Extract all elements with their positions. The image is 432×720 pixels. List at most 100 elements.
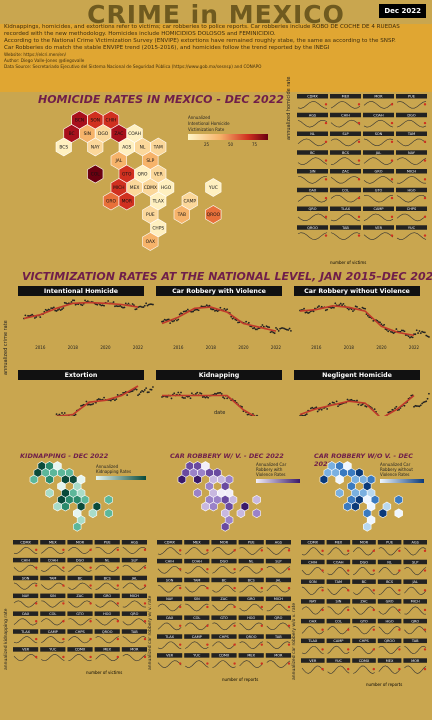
series-line <box>185 547 209 555</box>
data-point <box>226 308 229 311</box>
panel-strip <box>301 559 325 565</box>
panel-strip <box>13 593 39 599</box>
panel-strip <box>265 653 291 658</box>
series-line <box>239 603 264 612</box>
panel-state-label: TAB <box>411 639 419 643</box>
small-multiple-panel: MOR <box>403 658 427 674</box>
latest-point <box>206 662 209 665</box>
hex-state-mor <box>118 191 135 211</box>
data-point <box>31 313 34 316</box>
panel-strip <box>265 596 291 602</box>
series-line <box>122 564 147 572</box>
series-line <box>212 565 236 574</box>
latest-point <box>206 568 209 571</box>
panel-state-label: CDMX <box>219 654 230 658</box>
small-multiple-panel: OAX <box>157 615 183 631</box>
data-point <box>214 310 216 312</box>
data-point <box>410 394 413 397</box>
latest-point <box>62 584 65 587</box>
series-line <box>13 654 38 662</box>
legend-title: Robbery without <box>380 467 413 472</box>
small-multiple-panel: COAH <box>40 557 66 572</box>
small-multiple-panel: YUC <box>396 225 427 240</box>
data-point <box>364 405 367 407</box>
panel-state-label: JAL <box>275 578 281 582</box>
data-point <box>361 306 364 309</box>
latest-point <box>390 178 394 181</box>
latest-point <box>233 643 236 646</box>
series-line <box>330 119 361 128</box>
national-panel: Extortion2016201820202022 <box>18 370 154 416</box>
data-point <box>149 303 152 306</box>
data-point <box>390 330 392 333</box>
x-tick-label: 2020 <box>100 345 111 350</box>
series-line <box>41 546 65 554</box>
latest-point <box>324 196 328 200</box>
latest-point <box>390 215 394 219</box>
small-multiple-panel: CHIH <box>330 112 361 128</box>
hex-state-mor <box>209 501 218 512</box>
legend-title: Intentional Homicide <box>188 121 230 126</box>
data-point <box>403 404 406 407</box>
series-line <box>13 564 38 572</box>
data-point <box>74 413 77 416</box>
hex-state-bcs <box>55 137 72 157</box>
author-credit: Author: Diego Valle-Jones @diegovalle <box>4 57 85 63</box>
carnv-small-multiples: CDMX MEX MOR PUE AGS CHIH COAH DGO NL SLP SON TAM BC… <box>301 540 427 674</box>
latest-point <box>233 624 236 627</box>
panel-state-label: CDMX <box>308 541 319 545</box>
latest-point <box>347 608 350 612</box>
latest-point <box>398 628 401 631</box>
latest-point <box>321 608 324 612</box>
data-point <box>196 391 199 394</box>
series-line <box>184 585 209 593</box>
data-point <box>356 306 358 308</box>
latest-point <box>89 637 92 641</box>
series-line <box>330 138 361 147</box>
panel-state-label: CAMP <box>374 207 384 211</box>
series-line <box>352 645 376 655</box>
panel-state-label: JAL <box>131 576 137 580</box>
series-line <box>330 232 361 240</box>
latest-point <box>62 548 65 552</box>
panel-state-label: MEX <box>335 541 343 545</box>
panel-state-label: QRO <box>411 619 419 623</box>
panel-strip <box>377 599 402 604</box>
small-multiple-panel: MEX <box>377 658 402 674</box>
series-line <box>13 546 38 555</box>
hex-label: SLP <box>146 158 154 164</box>
latest-point <box>287 586 291 590</box>
latest-point <box>35 637 38 641</box>
hex-label: MICH <box>113 185 124 191</box>
latest-point <box>143 637 147 641</box>
data-point <box>65 302 67 305</box>
data-point <box>177 391 180 394</box>
series-line <box>266 660 291 668</box>
small-multiple-panel: NL <box>297 131 328 147</box>
series-line <box>363 138 394 146</box>
hex-label: SON <box>90 118 100 124</box>
panel-strip <box>121 593 147 599</box>
panel-strip <box>377 540 402 545</box>
hex-state-oax <box>362 521 372 532</box>
hex-state-nay <box>87 137 104 157</box>
small-multiple-panel: MOR <box>67 540 93 555</box>
panel-state-label: MOR <box>411 659 420 663</box>
website-link[interactable]: Website: https://elcri.men/en/ <box>4 52 67 57</box>
panel-strip <box>67 593 93 599</box>
latest-point <box>206 624 209 627</box>
panel-strip <box>326 579 351 584</box>
data-point <box>54 309 57 312</box>
latest-point <box>143 584 147 587</box>
data-point <box>180 312 182 315</box>
panel-state-label: PUE <box>386 541 393 545</box>
small-multiple-panel: HGO <box>396 187 427 203</box>
panel-strip <box>363 225 394 230</box>
latest-point <box>179 643 182 646</box>
series-line <box>352 606 376 615</box>
panel-strip <box>40 593 66 599</box>
carv-ylabel: annualized car robbery w/ v. rate <box>148 595 153 670</box>
series-line <box>297 138 328 147</box>
data-point <box>181 396 184 399</box>
